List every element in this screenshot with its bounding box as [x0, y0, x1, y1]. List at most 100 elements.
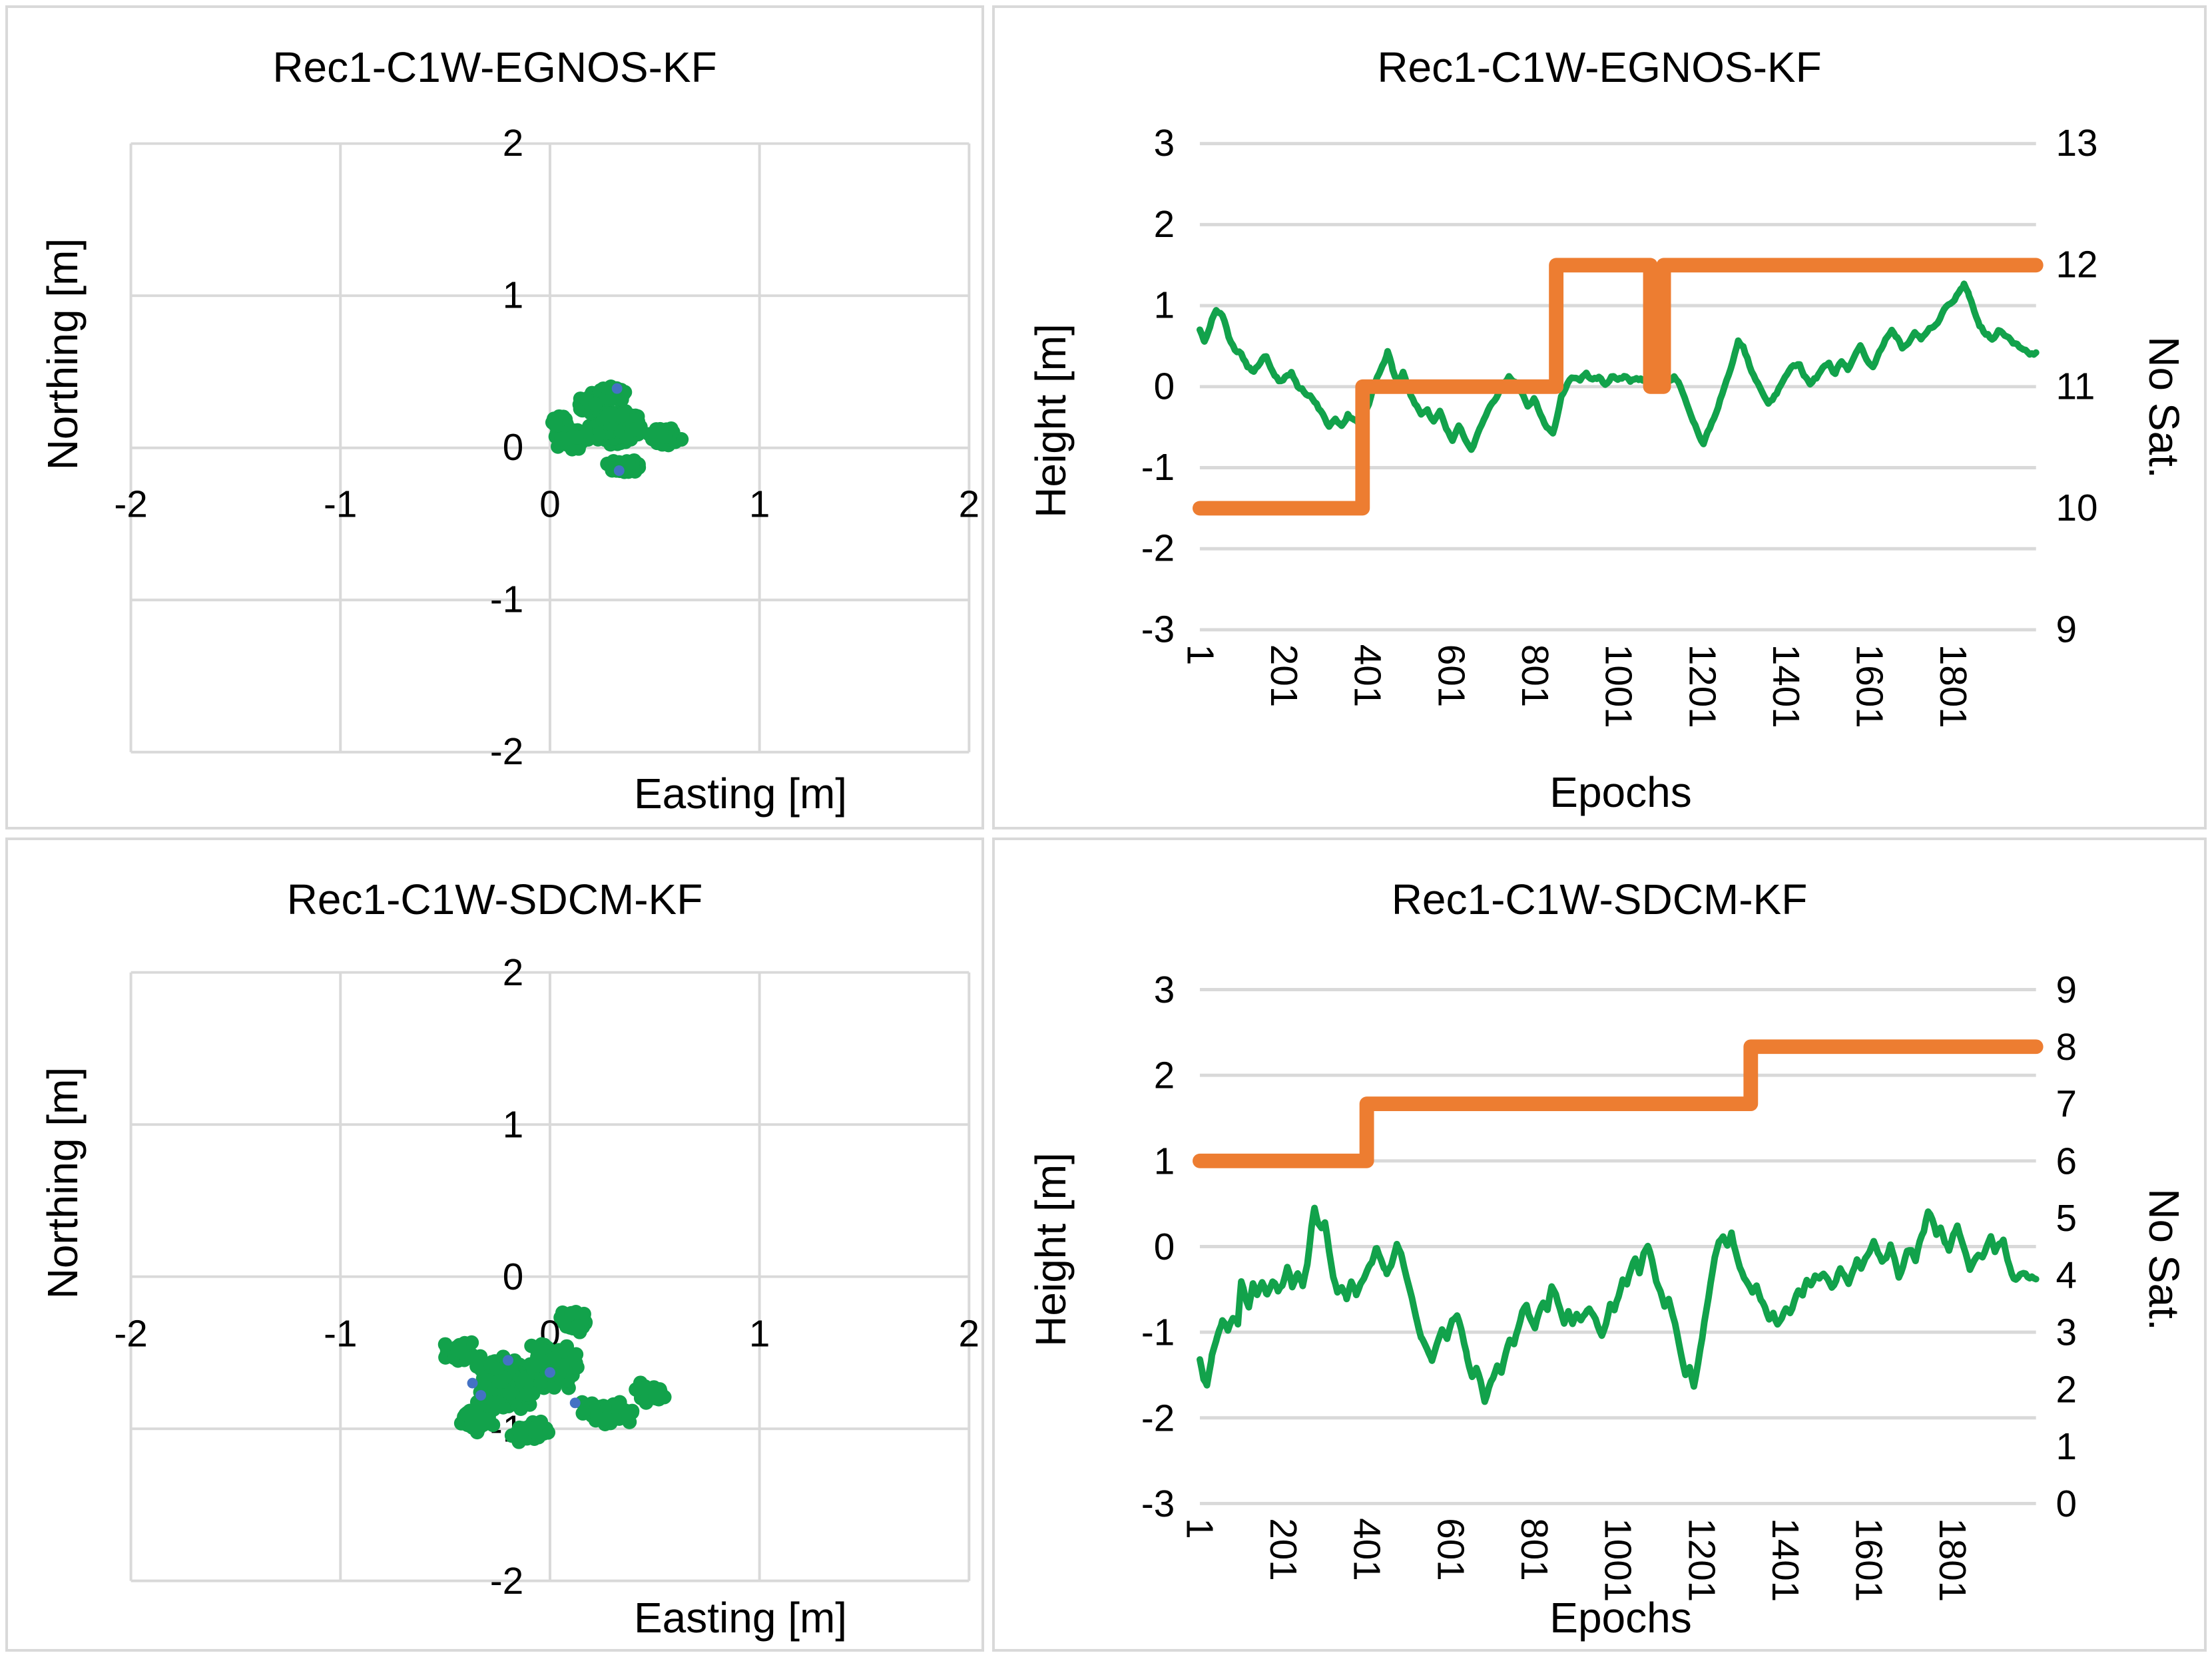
svg-text:6: 6 [2056, 1140, 2076, 1182]
chart-title: Rec1-C1W-SDCM-KF [1391, 875, 1808, 923]
svg-text:401: 401 [1346, 1518, 1388, 1580]
svg-text:9: 9 [2056, 608, 2077, 650]
svg-text:1001: 1001 [1597, 1518, 1639, 1602]
svg-text:0: 0 [1154, 1226, 1175, 1268]
x-axis-title: Easting [m] [633, 770, 848, 818]
svg-text:-1: -1 [1141, 1311, 1175, 1353]
svg-text:1: 1 [1179, 1518, 1221, 1539]
svg-text:0: 0 [539, 484, 561, 526]
svg-text:1: 1 [749, 484, 770, 526]
scatter-points [437, 1305, 672, 1449]
svg-text:3: 3 [1154, 122, 1175, 164]
svg-text:1: 1 [749, 1313, 770, 1355]
svg-text:0: 0 [503, 427, 524, 469]
svg-text:-2: -2 [114, 1313, 147, 1355]
svg-text:9: 9 [2056, 969, 2076, 1011]
svg-text:2: 2 [503, 122, 524, 164]
x-tick-labels: 1 201 401 601 801 1001 1201 1401 1601 1801 [1179, 644, 1974, 728]
svg-text:2: 2 [2056, 1368, 2076, 1410]
y-axis-title: Northing [m] [39, 238, 87, 471]
scatter-points [545, 379, 689, 479]
x-axis-title: Easting [m] [633, 1594, 848, 1642]
x-axis-title: Epochs [1549, 1594, 1692, 1642]
svg-text:1: 1 [503, 1104, 523, 1146]
svg-text:-1: -1 [490, 579, 523, 621]
sdcm-scatter-plot: 210-1-2-2 -1 0 1 2 [114, 951, 979, 1602]
svg-text:201: 201 [1262, 644, 1304, 707]
svg-text:601: 601 [1430, 1518, 1472, 1580]
svg-text:1: 1 [1154, 285, 1175, 327]
svg-text:2: 2 [1154, 1055, 1175, 1096]
left-y-tick-labels: 3 2 1 0 -1 -2 -3 [1141, 969, 1175, 1525]
svg-text:3: 3 [1154, 969, 1175, 1011]
blue-scatter-points [467, 1355, 581, 1409]
svg-text:0: 0 [2056, 1483, 2076, 1525]
panel-egnos-line: 3 2 1 0 -1 -2 -3 13 12 11 10 9 1 201 401 601 801 1001 1201… [992, 5, 2207, 829]
svg-text:0: 0 [503, 1256, 523, 1298]
chart-title: Rec1-C1W-EGNOS-KF [1377, 43, 1822, 91]
svg-text:201: 201 [1262, 1518, 1304, 1580]
x-tick-labels: 1 201 401 601 801 1001 1201 1401 1601 1801 [1179, 1518, 1974, 1602]
svg-text:-2: -2 [1141, 1397, 1175, 1439]
svg-text:1: 1 [503, 275, 524, 317]
chart-title: Rec1-C1W-SDCM-KF [286, 875, 703, 923]
svg-text:1201: 1201 [1681, 1518, 1723, 1602]
svg-text:801: 801 [1514, 1518, 1555, 1580]
svg-text:1401: 1401 [1765, 1518, 1806, 1602]
svg-text:-1: -1 [324, 1313, 357, 1355]
nosat-step-line [1193, 1039, 2044, 1168]
svg-text:2: 2 [503, 951, 523, 993]
svg-text:-2: -2 [490, 1560, 523, 1602]
svg-text:-3: -3 [1141, 608, 1175, 650]
svg-text:1201: 1201 [1681, 644, 1723, 728]
svg-text:-2: -2 [490, 731, 523, 773]
left-y-axis-title: Height [m] [1027, 324, 1075, 518]
svg-text:1601: 1601 [1848, 644, 1890, 728]
svg-text:1: 1 [1179, 644, 1221, 666]
svg-text:5: 5 [2056, 1197, 2076, 1239]
svg-text:0: 0 [1154, 365, 1175, 407]
y-tick-labels: 2 1 0 -1 -2 [490, 122, 523, 773]
svg-text:-3: -3 [1141, 1483, 1175, 1525]
svg-text:13: 13 [2056, 122, 2098, 164]
panel-egnos-scatter: 2 1 0 -1 -2 -2 -1 0 1 2 Rec1-C1W-EGNOS-KF Northin… [5, 5, 984, 829]
svg-text:-2: -2 [1141, 528, 1175, 570]
height-line [1196, 1204, 2040, 1405]
svg-text:1401: 1401 [1765, 644, 1806, 728]
panel-sdcm-scatter: 2 1 0 -1 -2 -2 -1 0 1 2 Rec1-C1W-SDCM-KF Northing… [5, 837, 984, 1652]
left-y-tick-labels: 3 2 1 0 -1 -2 -3 [1141, 122, 1175, 650]
left-y-axis-title: Height [m] [1027, 1152, 1075, 1347]
egnos-scatter-plot: 2 1 0 -1 -2 -2 -1 0 1 2 [114, 122, 979, 773]
svg-text:2: 2 [959, 1313, 979, 1355]
svg-text:801: 801 [1514, 644, 1555, 707]
right-y-axis-title: No Sat. [2140, 336, 2188, 479]
gridlines [129, 971, 971, 1582]
x-axis-title: Epochs [1549, 768, 1692, 816]
svg-text:12: 12 [2056, 244, 2098, 286]
x-tick-labels: -2 -1 0 1 2 [114, 484, 979, 526]
svg-text:4: 4 [2056, 1254, 2076, 1296]
right-y-axis-title: No Sat. [2140, 1188, 2188, 1331]
height-line [1196, 280, 2040, 453]
svg-text:-2: -2 [114, 484, 147, 526]
svg-text:3: 3 [2056, 1311, 2076, 1353]
svg-text:8: 8 [2056, 1026, 2076, 1068]
svg-text:7: 7 [2056, 1083, 2076, 1125]
svg-text:10: 10 [2056, 487, 2098, 529]
right-y-tick-labels: 13 12 11 10 9 [2056, 122, 2098, 650]
nosat-step-line [1192, 258, 2044, 516]
gridlines [129, 142, 971, 754]
svg-text:401: 401 [1346, 644, 1388, 707]
svg-text:601: 601 [1430, 644, 1472, 707]
svg-text:1801: 1801 [1932, 644, 1974, 728]
y-axis-title: Northing [m] [39, 1066, 87, 1300]
gridlines [1199, 142, 2036, 632]
svg-text:1: 1 [1154, 1140, 1175, 1182]
blue-scatter-points [611, 383, 625, 476]
svg-text:-1: -1 [1141, 447, 1175, 489]
svg-text:1601: 1601 [1848, 1518, 1890, 1602]
svg-text:2: 2 [959, 484, 980, 526]
svg-text:2: 2 [1154, 204, 1175, 246]
